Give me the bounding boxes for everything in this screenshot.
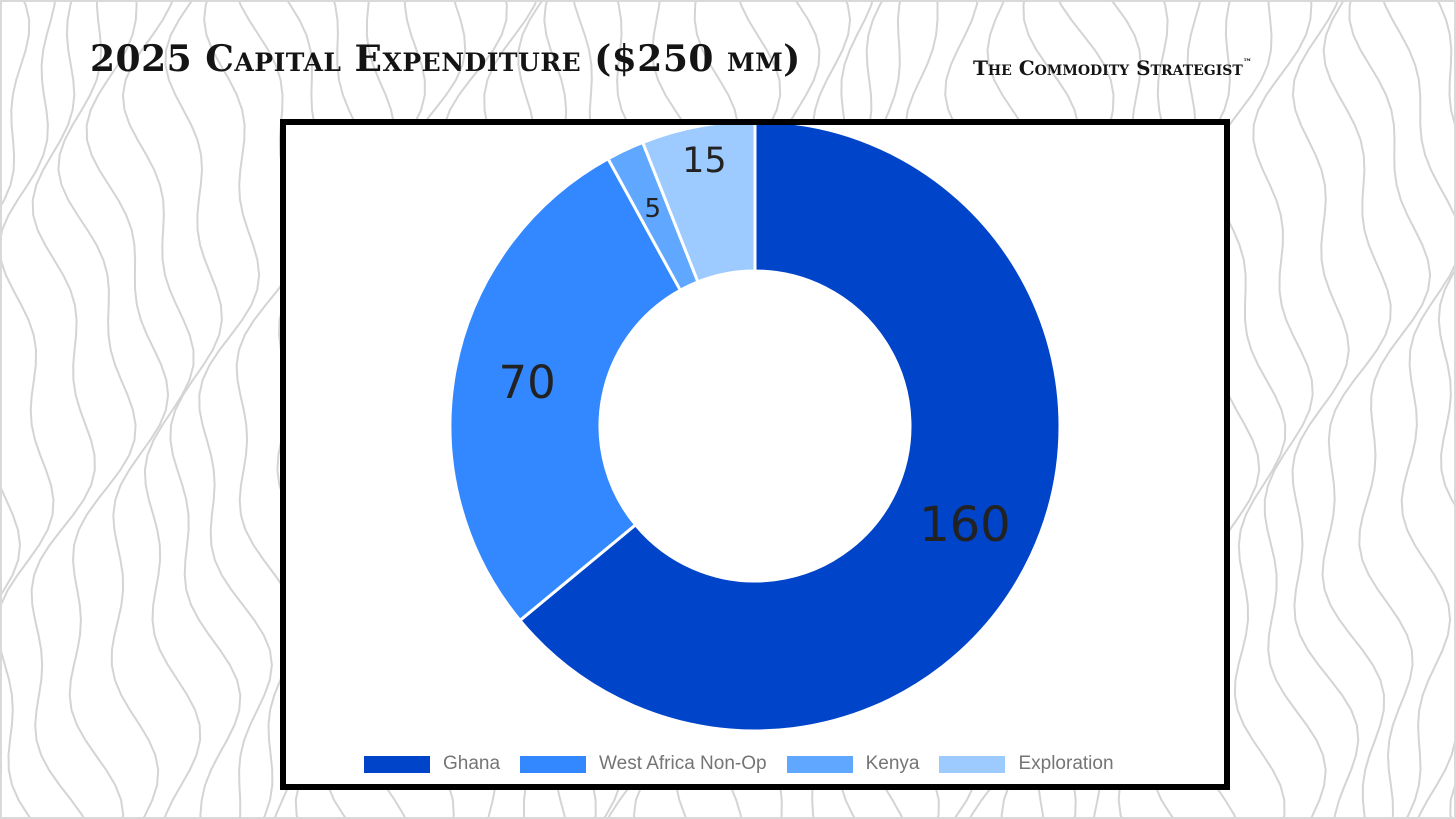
legend-item-west-africa-non-op[interactable]: West Africa Non-Op — [520, 753, 767, 775]
data-label-ghana: 160 — [919, 497, 1011, 553]
chart-frame: 160 70 5 15 Ghana West Africa Non-Op Kenya Exp… — [280, 119, 1230, 790]
page-title: 2025 Capital Expenditure ($250 mm) — [90, 38, 801, 80]
legend-item-kenya[interactable]: Kenya — [786, 753, 920, 775]
data-label-kenya: 5 — [645, 194, 662, 224]
legend-label: West Africa Non-Op — [599, 753, 767, 774]
brand-logo: The Commodity Strategist™ — [973, 56, 1252, 80]
slice-exploration[interactable] — [640, 125, 757, 284]
slice-west-africa-non-op[interactable] — [448, 156, 683, 623]
donut-chart: 160 70 5 15 — [448, 125, 1062, 733]
legend-label: Kenya — [865, 753, 920, 774]
legend-item-ghana[interactable]: Ghana — [364, 753, 500, 775]
legend-swatch — [364, 755, 430, 773]
chart-legend: Ghana West Africa Non-Op Kenya Exploration — [364, 751, 1134, 777]
brand-name: The Commodity Strategist — [973, 56, 1243, 80]
legend-swatch — [786, 755, 853, 773]
legend-swatch — [520, 755, 587, 773]
legend-item-exploration[interactable]: Exploration — [939, 753, 1114, 775]
data-label-exploration: 15 — [682, 141, 727, 181]
legend-label: Exploration — [1018, 753, 1114, 774]
legend-swatch — [939, 755, 1006, 773]
legend-label: Ghana — [443, 753, 501, 774]
slice-ghana[interactable] — [517, 125, 1062, 733]
trademark-mark: ™ — [1242, 58, 1252, 68]
data-label-west-africa-non-op: 70 — [498, 356, 555, 409]
